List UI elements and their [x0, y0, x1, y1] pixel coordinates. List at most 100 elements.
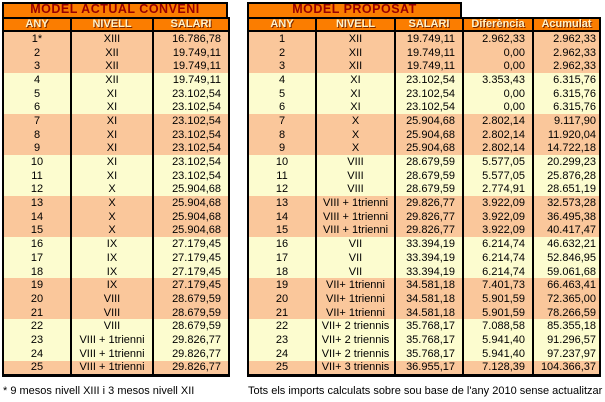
table-cell: IX: [70, 237, 154, 251]
table-cell: 25: [247, 360, 317, 376]
table-row: 20 VII+ 1trienni 34.581,18 5.901,59 72.365,0…: [247, 292, 601, 306]
table-cell: 29.826,77: [152, 333, 230, 347]
header-row: ANY NIVELL SALARI Diferència Acumulat: [247, 17, 601, 32]
table-cell: 52.846,95: [532, 251, 601, 265]
table-cell: 23.102,54: [152, 100, 230, 115]
table-cell: 6.315,76: [532, 86, 601, 101]
table-cell: 22: [2, 319, 72, 334]
table-cell: VII+ 2 triennis: [315, 319, 396, 334]
table-row: 6 XI 23.102,54 0,00 6.315,76: [247, 100, 601, 115]
table-cell: 19: [247, 278, 317, 293]
table-cell: 2: [247, 45, 317, 60]
table-cell: 66.463,41: [532, 278, 601, 293]
table-row: 5 XI 23.102,54 0,00 6.315,76: [247, 86, 601, 101]
table-row: 15 X 25.904,68: [2, 223, 230, 238]
table-row: 3 XII 19.749,11 0,00 2.962,33: [247, 59, 601, 74]
table-cell: 25.904,68: [394, 141, 464, 156]
table-cell: XIII: [70, 31, 154, 46]
column-header-nivell: NIVELL: [315, 17, 396, 32]
table-row: 1* XIII 16.786,78: [2, 31, 230, 46]
table-cell: 5: [2, 86, 72, 101]
table-cell: 19.749,11: [152, 73, 230, 87]
table-cell: 3.922,09: [462, 223, 534, 238]
table-cell: 23.102,54: [152, 141, 230, 156]
table-cell: 25.904,68: [152, 223, 230, 238]
table-cell: 14: [247, 209, 317, 224]
left-table-footnote: * 9 mesos nivell XIII i 3 mesos nivell X…: [3, 385, 195, 397]
table-cell: 27.179,45: [152, 237, 230, 251]
table-cell: VIII: [315, 168, 396, 183]
table-cell: XI: [315, 86, 396, 101]
table-cell: 35.768,17: [394, 346, 464, 361]
table-cell: 28.679,59: [152, 305, 230, 320]
table-row: 23 VII+ 2 triennis 35.768,17 5.941,40 91.296…: [247, 333, 601, 347]
table-cell: 5.901,59: [462, 305, 534, 320]
table-cell: 29.826,77: [152, 360, 230, 376]
table-cell: 6.214,74: [462, 237, 534, 251]
table-cell: XI: [70, 141, 154, 156]
table-cell: VIII: [315, 182, 396, 197]
table-cell: XI: [70, 114, 154, 128]
table-cell: 27.179,45: [152, 278, 230, 293]
table-cell: 2.802,14: [462, 114, 534, 128]
table-cell: 34.581,18: [394, 305, 464, 320]
left-table-header: ANY NIVELL SALARI: [2, 17, 230, 32]
table-cell: 36.955,17: [394, 360, 464, 376]
column-header-any: ANY: [247, 17, 317, 32]
table-cell: 9: [247, 141, 317, 156]
table-cell: 19.749,11: [394, 45, 464, 60]
table-row: 6 XI 23.102,54: [2, 100, 230, 115]
table-cell: 28.679,59: [394, 168, 464, 183]
table-cell: 25.904,68: [394, 114, 464, 128]
table-cell: 23.102,54: [394, 100, 464, 115]
table-cell: 14.722,18: [532, 141, 601, 156]
table-cell: 23.102,54: [152, 86, 230, 101]
table-cell: 24: [247, 346, 317, 361]
table-cell: XII: [315, 45, 396, 60]
table-row: 22 VIII 28.679,59: [2, 319, 230, 334]
table-cell: VIII + 1trienni: [315, 209, 396, 224]
table-cell: 29.826,77: [394, 223, 464, 238]
table-cell: 29.826,77: [394, 196, 464, 210]
table-cell: IX: [70, 264, 154, 279]
table-cell: 10: [247, 155, 317, 169]
table-cell: XI: [70, 155, 154, 169]
table-row: 25 VII+ 3 triennis 36.955,17 7.128,39 104.36…: [247, 360, 601, 376]
table-cell: 16: [247, 237, 317, 251]
table-cell: 7: [247, 114, 317, 128]
model-proposat-table-block: MODEL PROPOSAT ANY NIVELL SALARI Diferèn…: [247, 2, 601, 378]
table-row: 4 XI 23.102,54 3.353,43 6.315,76: [247, 73, 601, 87]
table-cell: 2.962,33: [462, 31, 534, 46]
table-cell: 15: [247, 223, 317, 238]
table-cell: 23.102,54: [152, 114, 230, 128]
table-cell: X: [70, 223, 154, 238]
table-cell: 5.577,05: [462, 155, 534, 169]
table-row: 11 XI 23.102,54: [2, 168, 230, 183]
table-row: 25 VIII + 1trienni 29.826,77: [2, 360, 230, 376]
table-cell: 4: [2, 73, 72, 87]
table-cell: 23.102,54: [394, 73, 464, 87]
table-cell: 25.904,68: [152, 209, 230, 224]
table-cell: VII: [315, 251, 396, 265]
table-row: 10 XI 23.102,54: [2, 155, 230, 169]
table-cell: VIII + 1trienni: [315, 223, 396, 238]
table-cell: 2.962,33: [532, 45, 601, 60]
table-cell: VII: [315, 237, 396, 251]
table-row: 15 VIII + 1trienni 29.826,77 3.922,09 40.417…: [247, 223, 601, 238]
table-cell: 19.749,11: [394, 31, 464, 46]
table-row: 11 VIII 28.679,59 5.577,05 25.876,28: [247, 168, 601, 183]
table-cell: 7.401,73: [462, 278, 534, 293]
table-cell: X: [70, 182, 154, 197]
table-row: 24 VIII + 1trienni 29.826,77: [2, 346, 230, 361]
table-row: 19 IX 27.179,45: [2, 278, 230, 293]
table-cell: 4: [247, 73, 317, 87]
table-row: 4 XII 19.749,11: [2, 73, 230, 87]
table-cell: 6.214,74: [462, 251, 534, 265]
table-row: 2 XII 19.749,11: [2, 45, 230, 60]
table-cell: 23.102,54: [152, 168, 230, 183]
table-cell: 16.786,78: [152, 31, 230, 46]
column-header-any: ANY: [2, 17, 72, 32]
table-cell: 33.394,19: [394, 237, 464, 251]
table-row: 21 VII+ 1trienni 34.581,18 5.901,59 78.266,5…: [247, 305, 601, 320]
table-row: 20 VIII 28.679,59: [2, 292, 230, 306]
